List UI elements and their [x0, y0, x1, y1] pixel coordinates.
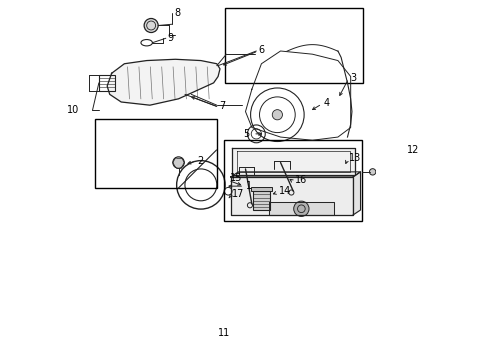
Text: 1: 1 [245, 181, 252, 191]
Polygon shape [107, 59, 220, 105]
Bar [99, 75, 115, 90]
Text: 10: 10 [67, 105, 79, 115]
Circle shape [144, 18, 158, 32]
Text: 12: 12 [407, 145, 419, 155]
Text: 2: 2 [197, 156, 203, 166]
Polygon shape [268, 202, 333, 215]
Text: 15: 15 [229, 174, 242, 184]
Polygon shape [231, 148, 354, 175]
Text: 16: 16 [294, 175, 306, 185]
Bar [224, 140, 362, 221]
Circle shape [293, 201, 308, 216]
Text: 5: 5 [243, 129, 249, 139]
Circle shape [172, 157, 184, 168]
Bar [253, 191, 269, 210]
Bar [251, 188, 271, 191]
Bar [95, 119, 216, 188]
Text: 9: 9 [167, 33, 174, 42]
Polygon shape [352, 172, 360, 215]
Text: 17: 17 [232, 189, 244, 199]
Text: 3: 3 [350, 73, 356, 83]
Text: 4: 4 [323, 98, 329, 108]
Text: 7: 7 [219, 102, 225, 112]
Circle shape [272, 110, 282, 120]
Text: 6: 6 [258, 45, 264, 55]
Text: 13: 13 [348, 153, 360, 163]
Polygon shape [230, 177, 352, 215]
Circle shape [369, 169, 375, 175]
Text: 14: 14 [279, 186, 291, 196]
Text: 8: 8 [174, 8, 180, 18]
Bar [225, 8, 362, 82]
Text: 11: 11 [218, 328, 230, 338]
